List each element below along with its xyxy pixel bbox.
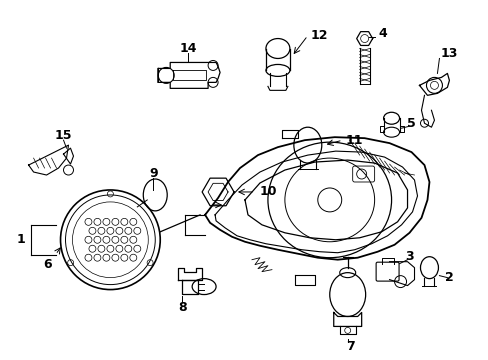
Text: 9: 9 <box>149 167 157 180</box>
Text: 8: 8 <box>178 301 186 314</box>
Text: 1: 1 <box>16 233 25 246</box>
Text: 12: 12 <box>310 29 328 42</box>
Text: 11: 11 <box>345 134 363 147</box>
Text: 14: 14 <box>179 42 197 55</box>
Text: 13: 13 <box>440 47 457 60</box>
Text: 10: 10 <box>259 185 276 198</box>
Text: 4: 4 <box>377 27 386 40</box>
Text: 5: 5 <box>407 117 415 130</box>
Text: 3: 3 <box>405 250 413 263</box>
Text: 6: 6 <box>43 258 52 271</box>
Text: 2: 2 <box>444 271 453 284</box>
Text: 15: 15 <box>55 129 72 142</box>
Text: 7: 7 <box>346 340 354 353</box>
